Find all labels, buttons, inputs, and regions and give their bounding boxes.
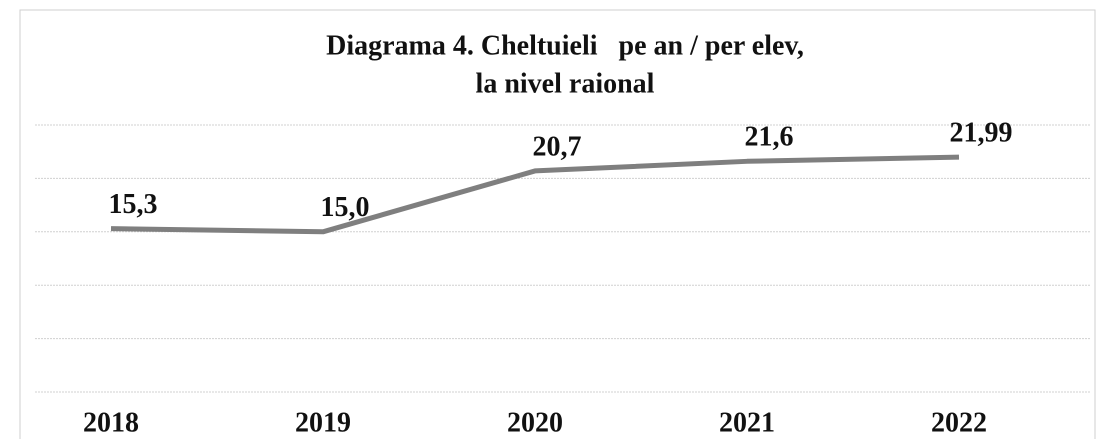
x-tick-label: 2020 [507, 407, 563, 438]
chart-frame [19, 9, 1096, 439]
x-tick-label: 2021 [719, 407, 775, 438]
chart-title: Diagrama 4. Cheltuieli pe an / per elev, [326, 30, 804, 61]
data-label: 21,6 [745, 122, 794, 153]
chart-title: la nivel raional [476, 68, 655, 99]
data-label: 15,0 [321, 192, 370, 223]
x-tick-label: 2019 [295, 407, 351, 438]
x-tick-label: 2022 [931, 407, 987, 438]
data-label: 21,99 [950, 118, 1013, 149]
data-label: 20,7 [533, 131, 582, 162]
line [110, 154, 960, 235]
x-tick-label: 2018 [83, 407, 139, 438]
data-label: 15,3 [109, 189, 158, 220]
